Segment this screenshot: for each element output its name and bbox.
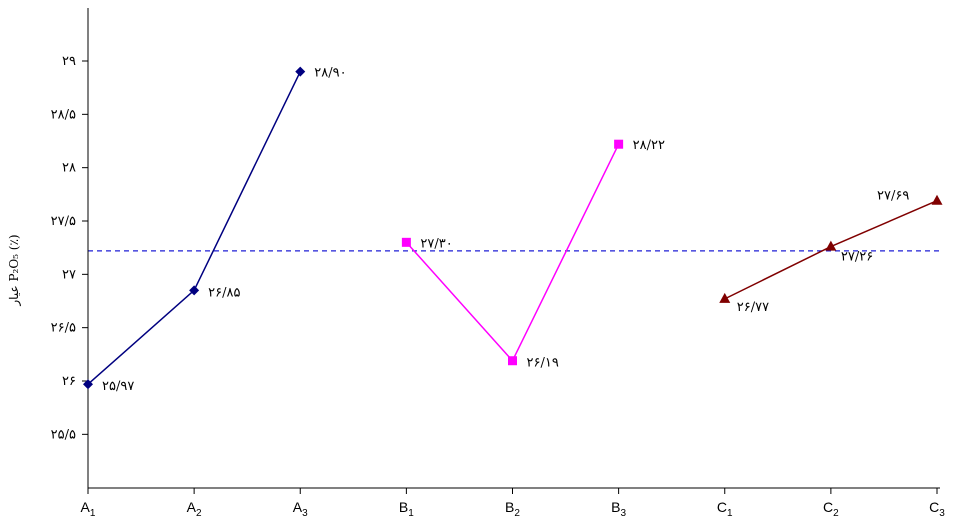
x-axis-ticks: A1 A2 A3 B1 B2 B3 C1 C2 C3 [81,488,945,519]
x-tick-label: B1 [399,499,414,519]
x-tick-label: A1 [81,499,96,519]
axes [87,8,940,489]
data-point-square [508,356,517,366]
data-label: ۲۵/۹۷ [102,379,134,394]
data-label: ۲۷/۳۰ [420,236,452,251]
data-label: ۲۷/۲۶ [841,250,873,265]
data-labels: ۲۵/۹۷ ۲۶/۸۵ ۲۸/۹۰ ۲۷/۳۰ ۲۶/۱۹ ۲۸/۲۲ ۲۶/۷۷ ۲۷/۲۶… [102,66,909,395]
data-point-triangle [825,240,837,251]
data-point-triangle [931,194,943,205]
x-tick-label: B3 [611,499,626,519]
y-axis-ticks: ۲۵/۵ ۲۶ ۲۶/۵ ۲۷ ۲۷/۵ ۲۸ ۲۸/۵ ۲۹ [51,54,88,442]
data-point-square [614,139,624,149]
x-tick-label: A3 [293,499,308,519]
x-tick-label: C2 [823,499,839,519]
series-line [405,143,620,363]
x-tick-label: A2 [187,499,202,519]
data-point-square [401,237,411,247]
x-tick-label: B2 [505,499,520,519]
y-tick-label: ۲۸ [62,161,76,176]
series-line [87,71,301,385]
data-point-triangle [719,292,731,303]
data-label: ۲۶/۷۷ [737,300,769,315]
data-label: ۲۶/۱۹ [527,356,559,371]
series-group [83,66,943,390]
y-tick-label: ۲۷/۵ [51,214,76,229]
data-point-diamond [189,285,200,296]
data-label: ۲۶/۸۵ [208,285,240,300]
data-point-diamond [295,66,306,77]
x-tick-label: C1 [717,499,733,519]
x-tick-label: C3 [929,499,945,519]
y-tick-label: ۲۶ [62,374,76,389]
data-point-diamond [83,379,93,390]
data-label: ۲۷/۶۹ [877,189,909,204]
y-tick-label: ۲۷ [62,267,76,282]
y-tick-label: ۲۵/۵ [51,427,76,442]
y-tick-label: ۲۸/۵ [51,107,76,122]
data-label: ۲۸/۹۰ [314,66,346,81]
y-tick-label: ۲۶/۵ [51,321,76,336]
data-label: ۲۸/۲۲ [633,138,665,153]
y-tick-label: ۲۹ [62,54,76,69]
y-axis-title: عیار P₂O₅ (٪) [7,234,21,306]
